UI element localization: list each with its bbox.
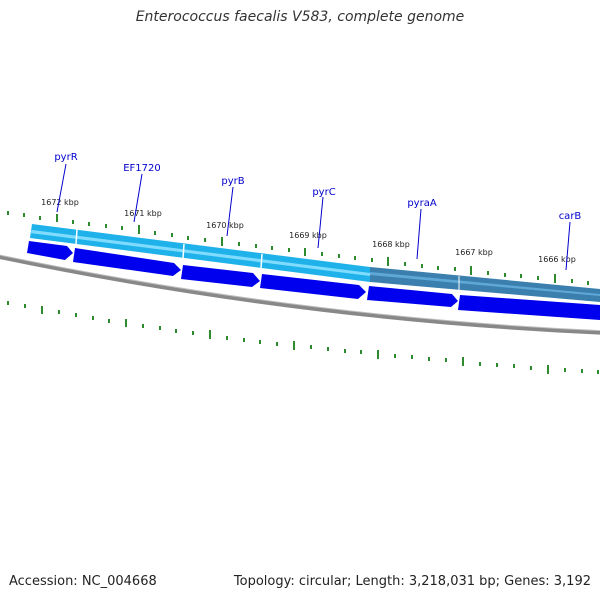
cds-segment-highlight — [30, 230, 370, 276]
gene-label-carb[interactable]: carB — [559, 211, 582, 222]
gene-arrow-pyrc[interactable] — [260, 274, 366, 299]
cds-track — [30, 224, 600, 302]
ruler-label: 1671 kbp — [124, 209, 162, 218]
gene-labels: pyrR EF1720 pyrB pyrC pyraA carB — [54, 152, 581, 222]
ruler-label: 1668 kbp — [372, 240, 410, 249]
ruler-label: 1672 kbp — [41, 198, 79, 207]
gene-arrow-ef1720[interactable] — [73, 248, 181, 276]
cds-divider — [182, 243, 185, 259]
ruler-label: 1669 kbp — [289, 231, 327, 240]
leader-line — [416, 208, 422, 260]
leader-line — [133, 173, 143, 223]
genome-backbone-highlight — [0, 254, 600, 332]
leader-line — [56, 163, 67, 213]
gene-arrow-pyrb[interactable] — [181, 265, 260, 287]
gene-arrows — [27, 241, 600, 320]
leader-line — [565, 221, 571, 271]
leader-line — [226, 186, 234, 237]
genome-backbone — [0, 255, 600, 335]
cds-divider — [75, 228, 78, 245]
accession-label: Accession: NC_004668 — [9, 574, 157, 589]
ruler-label: 1666 kbp — [538, 255, 576, 264]
gene-label-pyrb[interactable]: pyrB — [221, 176, 244, 187]
cds-divider — [260, 253, 263, 269]
ruler-label: 1667 kbp — [455, 248, 493, 257]
lower-ticks — [7, 301, 599, 374]
ruler-label: 1670 kbp — [206, 221, 244, 230]
gene-arrow-pyraa[interactable] — [367, 286, 458, 307]
gene-arrow-pyrR[interactable] — [27, 241, 73, 260]
gene-arrow-carb[interactable] — [458, 295, 600, 320]
cds-segment-dark-highlight — [370, 272, 600, 296]
upper-ticks — [7, 211, 589, 285]
gene-label-pyraa[interactable]: pyraA — [407, 198, 437, 209]
leader-line — [317, 196, 324, 249]
gene-label-pyrc[interactable]: pyrC — [312, 187, 335, 198]
ruler-labels: 1672 kbp 1671 kbp 1670 kbp 1669 kbp 1668… — [41, 198, 576, 264]
genome-title: Enterococcus faecalis V583, complete gen… — [135, 9, 465, 25]
gene-label-pyrr[interactable]: pyrR — [54, 152, 77, 163]
gene-label-ef1720[interactable]: EF1720 — [123, 163, 161, 174]
genome-summary: Topology: circular; Length: 3,218,031 bp… — [233, 574, 591, 589]
gene-leaders — [56, 163, 571, 271]
